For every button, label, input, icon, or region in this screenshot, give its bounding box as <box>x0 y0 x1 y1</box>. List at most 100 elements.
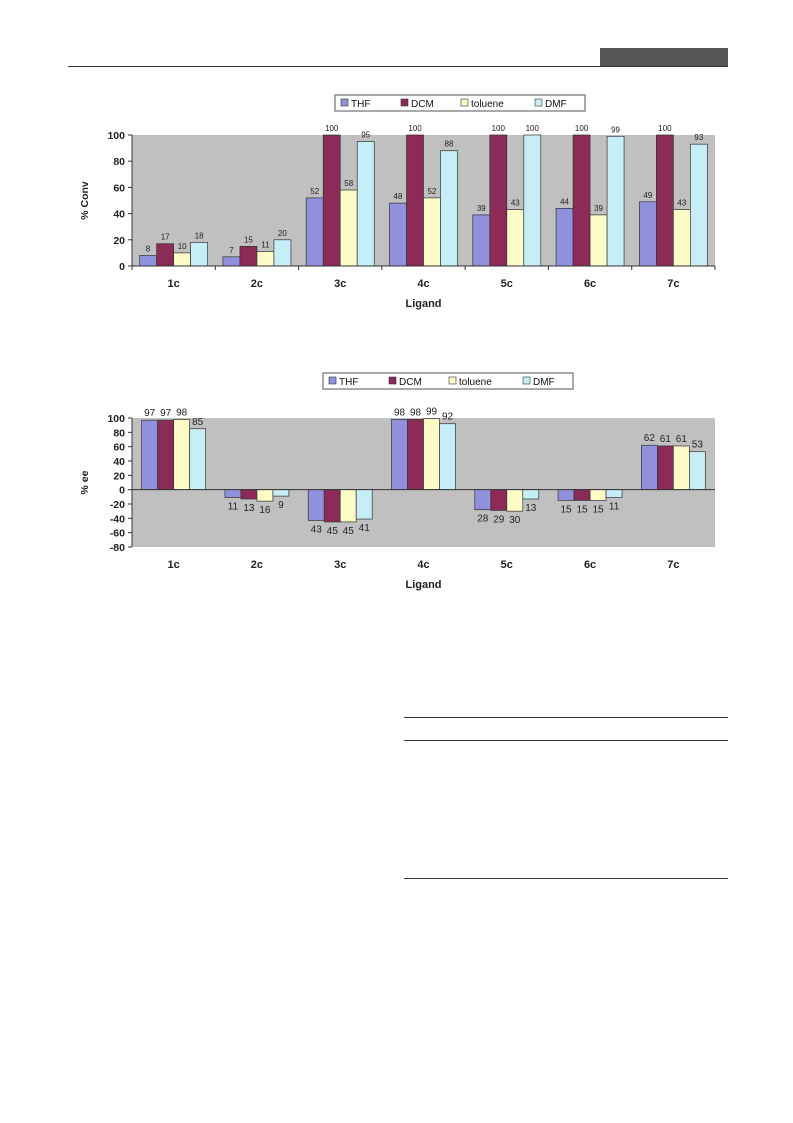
bar-4c-toluene <box>423 418 440 491</box>
conversion-chart: THF DCM toluene DMF 0 20 40 60 80 100 % Conv 8 17 10 1… <box>79 94 716 310</box>
legend: THF DCM toluene DMF <box>334 94 586 112</box>
data-label-5c-THF: 39 <box>477 204 486 213</box>
bar-4c-DMF <box>440 150 458 267</box>
bar-7c-DMF <box>690 143 708 267</box>
legend-entry-THF: THF <box>351 99 370 110</box>
bar-3c-toluene <box>339 489 357 523</box>
legend-entry-DMF: DMF <box>533 377 555 388</box>
data-label-2c-THF: 7 <box>229 246 234 255</box>
data-label-3c-THF: 52 <box>310 187 319 196</box>
table-bottom-rule <box>404 878 728 879</box>
bar-4c-DMF <box>439 423 456 491</box>
data-label-6c-DMF: 11 <box>609 502 620 513</box>
bar-6c-THF <box>557 489 575 501</box>
data-label-7c-toluene: 61 <box>676 434 688 445</box>
y-tick-label: -40 <box>110 513 125 525</box>
y-tick-label: 20 <box>113 235 125 247</box>
data-label-2c-DMF: 20 <box>278 229 287 238</box>
bar-6c-THF <box>555 208 574 267</box>
data-label-6c-DMF: 99 <box>611 125 620 134</box>
data-label-5c-DCM: 100 <box>492 124 506 133</box>
legend-swatch-THF <box>340 98 349 107</box>
x-axis-label: Ligand <box>405 579 441 591</box>
bar-5c-THF <box>472 214 491 267</box>
legend-box <box>322 372 574 390</box>
data-label-6c-DCM: 100 <box>575 124 589 133</box>
data-label-7c-DCM: 61 <box>660 434 672 445</box>
bar-3c-DCM <box>322 134 341 267</box>
x-tick-label-5c: 5c <box>501 278 513 290</box>
data-label-6c-toluene: 39 <box>594 204 603 213</box>
legend-swatch-toluene <box>460 98 469 107</box>
x-tick-label-7c: 7c <box>667 278 679 290</box>
data-label-2c-DCM: 13 <box>243 503 255 514</box>
data-label-4c-DCM: 100 <box>408 124 422 133</box>
y-tick-label: 80 <box>113 156 125 168</box>
x-tick-label-1c: 1c <box>168 278 180 290</box>
x-tick-label-1c: 1c <box>168 559 180 571</box>
header-block <box>600 48 728 66</box>
table-top-rule <box>404 717 728 718</box>
ee-chart: THF DCM toluene DMF -80 -60 -40 -20 0 20 40 60 80 100… <box>79 372 715 591</box>
y-axis-label: % ee <box>79 470 91 494</box>
legend-swatch-DMF <box>534 98 543 107</box>
bar-1c-toluene <box>173 252 191 267</box>
data-label-3c-DMF: 95 <box>361 131 370 140</box>
legend-swatch-DMF <box>522 376 531 385</box>
y-tick-label: 0 <box>119 261 125 273</box>
data-label-1c-DCM: 97 <box>160 408 172 419</box>
bar-2c-toluene <box>256 251 275 267</box>
data-label-6c-THF: 44 <box>560 197 569 206</box>
data-label-1c-toluene: 10 <box>178 242 187 251</box>
y-tick-label: -20 <box>110 499 125 511</box>
bar-1c-toluene <box>173 419 190 491</box>
x-tick-label-3c: 3c <box>334 278 346 290</box>
x-tick-label-3c: 3c <box>334 559 346 571</box>
bar-6c-toluene <box>589 214 608 267</box>
bar-3c-THF <box>305 197 324 267</box>
bar-7c-DCM <box>656 134 674 267</box>
bar-5c-toluene <box>506 209 525 267</box>
data-label-2c-DCM: 15 <box>244 235 253 244</box>
bar-4c-toluene <box>423 197 441 267</box>
bar-5c-toluene <box>506 489 524 512</box>
bar-3c-DMF <box>356 141 375 267</box>
legend-box <box>334 94 586 112</box>
bar-6c-DCM <box>572 134 591 267</box>
legend-swatch-DCM <box>400 98 409 107</box>
data-label-3c-DCM: 100 <box>325 124 339 133</box>
data-label-7c-DCM: 100 <box>658 124 672 133</box>
bar-6c-DMF <box>605 489 623 498</box>
data-label-6c-DCM: 15 <box>577 504 589 515</box>
bar-5c-DMF <box>522 489 540 500</box>
data-label-4c-toluene: 99 <box>426 407 438 418</box>
legend-entry-toluene: toluene <box>459 377 492 388</box>
y-tick-label: 0 <box>119 485 125 497</box>
y-tick-label: 40 <box>113 209 125 221</box>
bar-1c-THF <box>139 255 157 267</box>
bar-7c-DCM <box>657 445 674 491</box>
y-tick-label: 60 <box>113 442 125 454</box>
legend-entry-THF: THF <box>339 377 358 388</box>
x-tick-label-2c: 2c <box>251 559 263 571</box>
bar-2c-toluene <box>256 489 274 502</box>
data-label-3c-THF: 43 <box>311 524 323 535</box>
bar-6c-DMF <box>606 135 625 267</box>
y-tick-label: 100 <box>107 130 125 142</box>
data-label-1c-toluene: 98 <box>176 407 188 418</box>
y-tick-label: 60 <box>113 182 125 194</box>
x-tick-label-5c: 5c <box>501 559 513 571</box>
bar-3c-toluene <box>339 189 358 267</box>
bar-6c-DCM <box>573 489 591 501</box>
bar-3c-DMF <box>355 489 373 520</box>
bar-5c-DCM <box>490 489 508 511</box>
y-axis-label: % Conv <box>79 181 91 220</box>
y-tick-label: 20 <box>113 470 125 482</box>
bar-5c-DCM <box>489 134 508 267</box>
data-label-4c-DCM: 98 <box>410 407 422 418</box>
bar-7c-THF <box>639 201 657 267</box>
data-label-7c-DMF: 93 <box>694 133 703 142</box>
data-label-1c-THF: 8 <box>146 245 151 254</box>
data-label-1c-DCM: 17 <box>161 233 170 242</box>
bar-3c-THF <box>307 489 325 521</box>
